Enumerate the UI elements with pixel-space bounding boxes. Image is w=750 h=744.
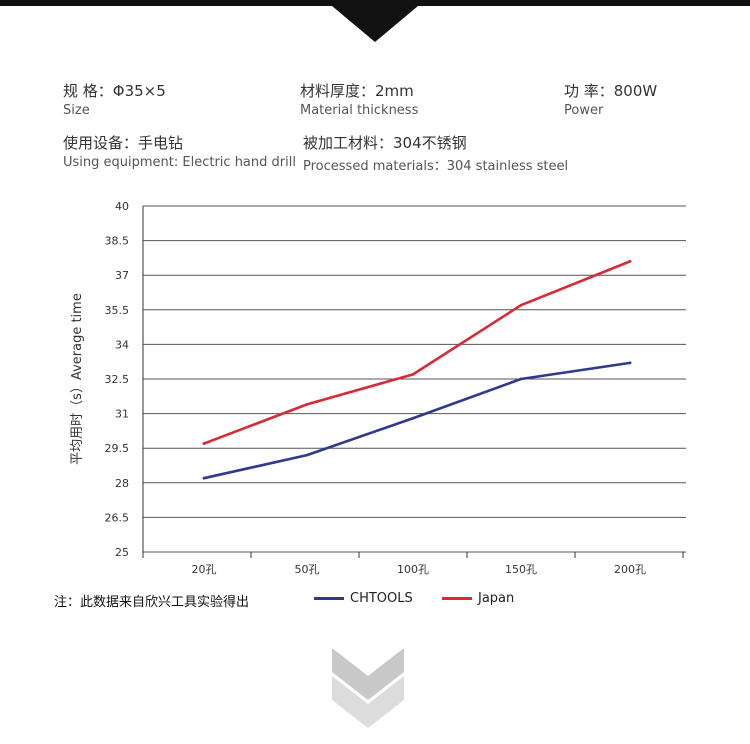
y-tick-label: 25 xyxy=(115,546,129,559)
spec-thickness-label: Material thickness xyxy=(300,103,419,118)
x-tick-label: 50孔 xyxy=(295,563,320,576)
spec-size-label: Size xyxy=(63,103,90,118)
spec-power-value: 功 率：800W xyxy=(564,82,658,100)
top-bar xyxy=(0,0,750,6)
data-point-chtools xyxy=(202,476,206,480)
x-tick-label: 20孔 xyxy=(192,563,217,576)
spec-power-label: Power xyxy=(564,103,604,118)
y-tick-label: 26.5 xyxy=(105,511,130,524)
spec-equipment: 使用设备：手电钻 Using equipment: Electric hand … xyxy=(63,132,296,170)
y-tick-label: 28 xyxy=(115,477,129,490)
legend-swatch-chtools xyxy=(314,597,344,600)
data-point-japan xyxy=(305,402,309,406)
x-tick-label: 150孔 xyxy=(505,563,537,576)
data-point-japan xyxy=(519,303,523,307)
data-point-japan xyxy=(202,442,206,445)
spec-equipment-label: Using equipment: Electric hand drill xyxy=(63,155,296,170)
y-axis-label: 平均用时（s）Average time xyxy=(70,293,85,465)
y-tick-label: 35.5 xyxy=(105,304,130,317)
spec-thickness: 材料厚度：2mm Material thickness xyxy=(300,80,418,118)
chevron-down-icon xyxy=(332,648,404,728)
legend-item-japan: Japan xyxy=(442,591,514,606)
legend-label-japan: Japan xyxy=(478,591,515,606)
y-tick-label: 38.5 xyxy=(105,235,130,248)
legend-swatch-japan xyxy=(442,597,472,600)
data-point-chtools xyxy=(411,416,415,420)
data-point-japan xyxy=(628,259,632,263)
x-tick-label: 100孔 xyxy=(397,563,429,576)
spec-equipment-value: 使用设备：手电钻 xyxy=(63,134,184,152)
y-tick-label: 31 xyxy=(115,408,129,421)
y-tick-label: 40 xyxy=(115,200,129,213)
data-point-japan xyxy=(411,372,415,376)
legend-item-chtools: CHTOOLS xyxy=(314,591,413,606)
y-tick-label: 32.5 xyxy=(105,373,130,386)
line-chart: 25 26.5 28 29.5 31 32.5 34 35.5 37 38.5 40 20孔 50孔 10… xyxy=(70,200,686,576)
y-tick-label: 34 xyxy=(115,338,129,351)
spec-material-value: 被加工材料：304不锈钢 xyxy=(303,134,467,152)
top-notch-icon xyxy=(332,6,418,42)
spec-thickness-value: 材料厚度：2mm xyxy=(300,82,414,100)
data-point-chtools xyxy=(519,377,523,381)
data-point-chtools xyxy=(305,453,309,457)
legend-label-chtools: CHTOOLS xyxy=(350,591,413,606)
y-tick-label: 29.5 xyxy=(105,442,130,455)
data-source-note: 注：此数据来自欣兴工具实验得出 xyxy=(54,595,250,610)
x-tick-label: 200孔 xyxy=(614,563,646,576)
data-point-chtools xyxy=(628,361,632,365)
spec-size-value: 规 格：Φ35×5 xyxy=(63,82,166,100)
y-tick-label: 37 xyxy=(115,269,129,282)
spec-material: 被加工材料：304不锈钢 Processed materials：304 sta… xyxy=(303,132,568,174)
spec-size: 规 格：Φ35×5 Size xyxy=(63,80,166,118)
spec-power: 功 率：800W Power xyxy=(564,80,657,118)
spec-material-label: Processed materials：304 stainless steel xyxy=(303,159,569,174)
